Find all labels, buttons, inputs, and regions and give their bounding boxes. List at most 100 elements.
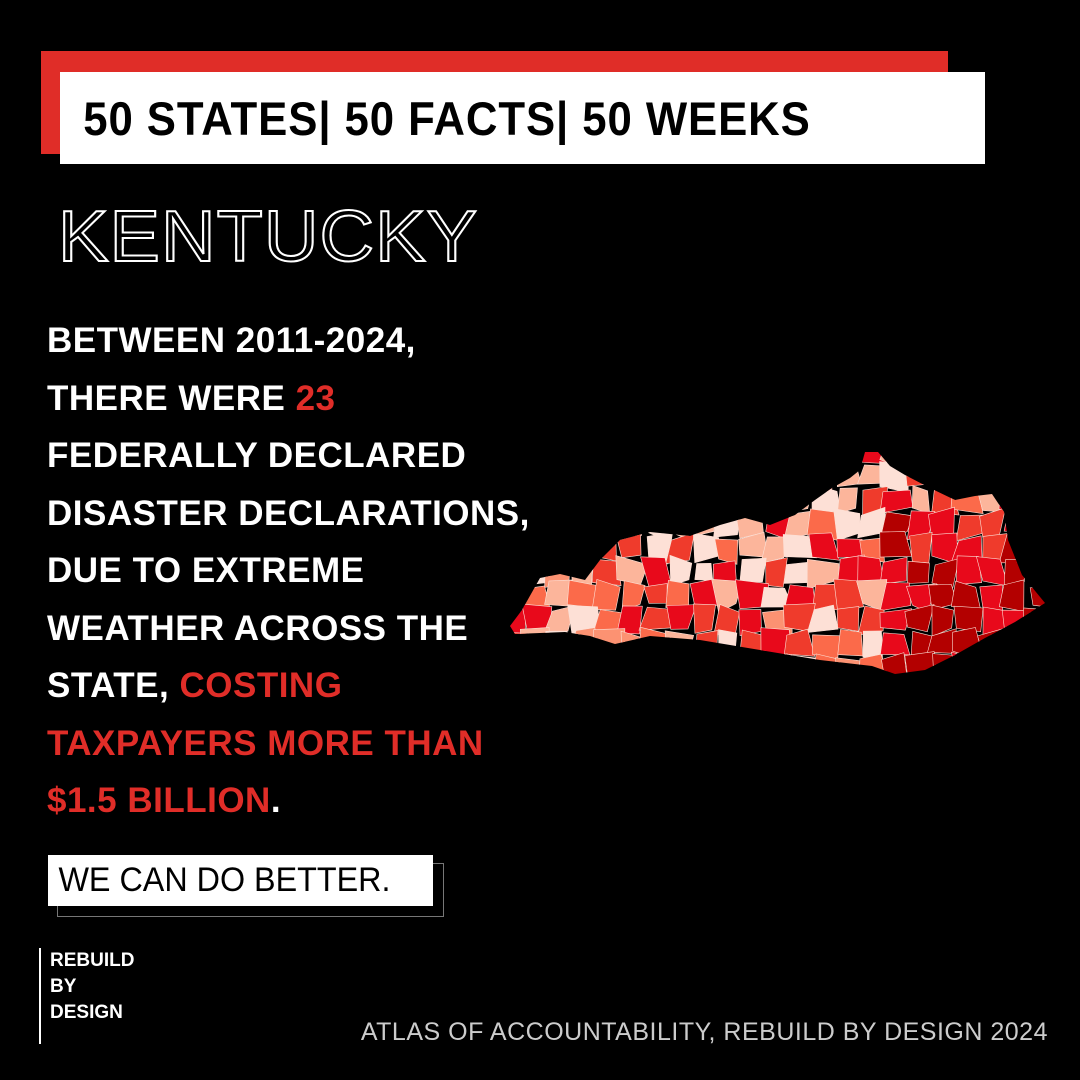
county-shape xyxy=(1029,584,1045,608)
county-shape xyxy=(544,510,577,535)
county-shape xyxy=(522,681,552,707)
county-shape xyxy=(833,683,861,704)
county-shape xyxy=(740,675,764,705)
county-shape xyxy=(689,452,721,468)
county-shape xyxy=(694,482,720,518)
county-shape xyxy=(955,555,983,585)
county-shape xyxy=(592,628,626,660)
county-shape xyxy=(646,531,673,565)
county-shape xyxy=(543,452,577,470)
county-shape xyxy=(1049,462,1078,492)
county-shape xyxy=(616,605,643,635)
county-shape xyxy=(510,530,522,563)
county-shape xyxy=(1054,538,1076,563)
county-shape xyxy=(950,483,984,515)
county-shape xyxy=(1022,607,1045,633)
county-shape xyxy=(669,554,693,587)
title-banner: 50 STATES| 50 FACTS| 50 WEEKS xyxy=(60,72,985,164)
county-shape xyxy=(833,578,865,612)
fact-line: THERE WERE 23 xyxy=(47,378,336,418)
county-shape xyxy=(979,452,1010,468)
county-shape xyxy=(1001,458,1028,488)
county-shape xyxy=(591,535,617,562)
county-shape xyxy=(931,463,961,491)
county-shape xyxy=(1048,487,1078,511)
county-shape xyxy=(617,533,642,559)
county-shape xyxy=(880,632,911,656)
county-shape xyxy=(1054,680,1074,708)
county-shape xyxy=(591,483,622,513)
county-shape xyxy=(952,627,985,662)
county-shape xyxy=(593,677,624,702)
county-shape xyxy=(621,452,644,467)
county-shape xyxy=(883,676,913,702)
county-shape xyxy=(591,578,621,611)
county-shape xyxy=(950,651,984,674)
county-shape xyxy=(954,452,985,466)
county-shape xyxy=(879,582,912,612)
county-shape xyxy=(713,508,741,538)
county-shape xyxy=(765,557,788,588)
county-shape xyxy=(790,678,814,708)
county-shape xyxy=(1051,582,1075,610)
declaration-count: 23 xyxy=(295,378,336,418)
county-shape xyxy=(907,560,930,584)
county-shape xyxy=(621,580,646,612)
county-shape xyxy=(591,558,622,586)
county-shape xyxy=(643,452,671,466)
county-shape xyxy=(1001,677,1032,702)
county-shape xyxy=(544,538,575,562)
county-shape xyxy=(510,654,527,674)
county-shape xyxy=(932,653,960,674)
county-shape xyxy=(692,460,716,493)
county-shape xyxy=(616,651,650,674)
county-shape xyxy=(591,508,624,540)
county-shape xyxy=(568,452,597,464)
county-shape xyxy=(711,578,743,614)
county-shape xyxy=(510,460,529,490)
county-shape xyxy=(761,653,788,674)
county-shape xyxy=(1027,675,1051,707)
county-shape xyxy=(666,459,693,492)
county-shape xyxy=(879,608,913,631)
county-shape xyxy=(510,581,525,613)
county-shape xyxy=(519,627,551,662)
county-shape xyxy=(523,652,550,674)
county-shape xyxy=(783,628,816,657)
county-shape xyxy=(544,630,573,659)
county-shape xyxy=(734,452,766,470)
county-shape xyxy=(620,489,647,517)
county-shape xyxy=(616,512,644,537)
county-shape xyxy=(666,653,693,674)
county-shape xyxy=(786,654,817,674)
county-shape xyxy=(811,452,833,463)
county-shape xyxy=(694,630,719,661)
rebuild-by-design-logo: REBUILD BY DESIGN xyxy=(39,948,134,1044)
county-shape xyxy=(1051,510,1079,541)
county-shape xyxy=(566,462,595,491)
county-shape xyxy=(836,461,862,488)
county-shape xyxy=(1001,651,1025,674)
county-shape xyxy=(593,655,622,674)
cta-text: WE CAN DO BETTER. xyxy=(58,861,391,899)
county-shape xyxy=(808,532,840,561)
county-shape xyxy=(521,534,553,564)
fact-line: TAXPAYERS MORE THAN xyxy=(47,723,484,763)
county-shape xyxy=(739,557,767,583)
county-shape xyxy=(760,485,786,511)
county-shape xyxy=(664,630,695,659)
county-shape xyxy=(765,675,788,708)
county-shape xyxy=(836,606,860,632)
county-shape xyxy=(710,452,740,467)
county-shape xyxy=(837,629,864,657)
county-shape xyxy=(717,488,744,516)
county-shape xyxy=(668,680,694,708)
county-shape xyxy=(857,605,885,636)
county-shape xyxy=(735,650,769,674)
fact-line: FEDERALLY DECLARED xyxy=(47,436,467,475)
county-shape xyxy=(905,452,934,465)
county-shape xyxy=(510,488,526,514)
county-shape xyxy=(543,459,572,491)
fact-line: STATE, COSTING xyxy=(47,666,343,705)
county-shape xyxy=(833,508,861,541)
